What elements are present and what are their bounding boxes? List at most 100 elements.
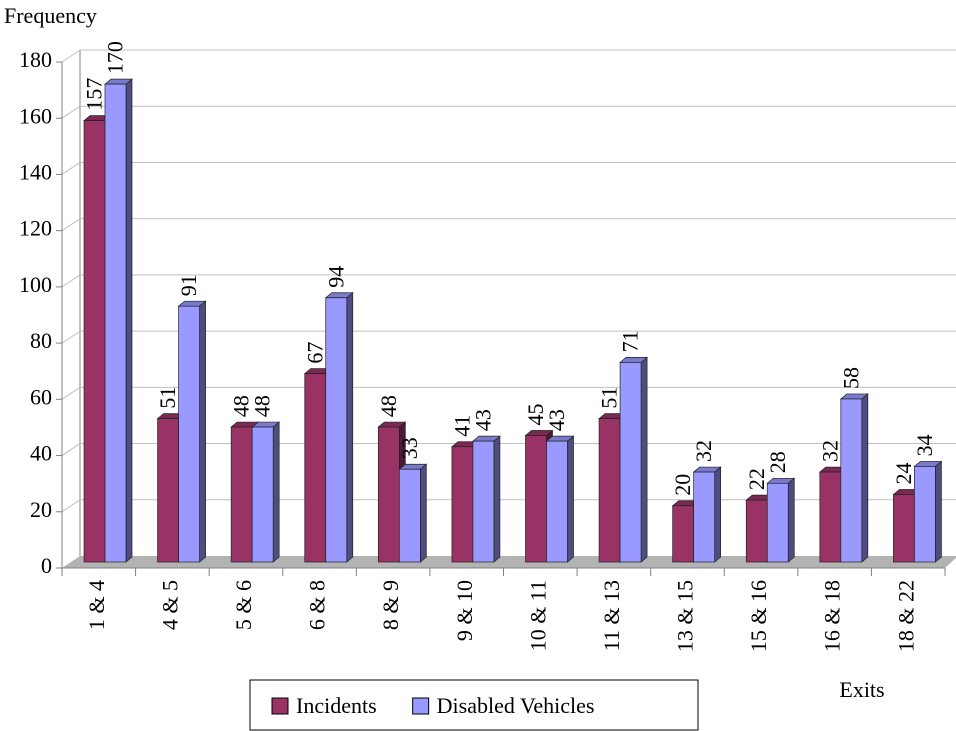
bar-front: [914, 466, 936, 563]
value-label: 28: [765, 451, 790, 473]
bar: [913, 460, 943, 563]
bar: [324, 292, 354, 563]
value-label: 32: [691, 440, 716, 462]
value-label: 51: [155, 387, 180, 409]
x-tick-label: 6 & 8: [305, 580, 330, 630]
bar-front: [619, 362, 642, 563]
bar: [104, 78, 133, 563]
value-label: 48: [376, 395, 401, 417]
grid-line-side: [61, 330, 81, 344]
y-tick-label: 180: [19, 47, 52, 72]
grid-line-side: [61, 386, 81, 400]
bar-front: [230, 426, 253, 563]
bar-side: [125, 78, 133, 563]
floor: [62, 556, 956, 568]
bar: [545, 435, 575, 563]
grid-line-side: [61, 499, 81, 513]
value-label: 94: [323, 266, 348, 288]
value-label: 48: [250, 395, 275, 417]
bar-front: [251, 426, 274, 563]
bar-side: [861, 393, 869, 563]
x-tick-label: 15 & 16: [746, 580, 771, 652]
bar-front: [819, 471, 842, 563]
x-tick-label: 1 & 4: [84, 580, 109, 630]
grid-line-side: [61, 105, 81, 119]
value-label: 51: [597, 387, 622, 409]
y-tick-label: 40: [30, 441, 52, 466]
grid-line-side: [61, 162, 81, 175]
bar-front: [525, 435, 547, 563]
bar: [839, 393, 869, 563]
value-label: 157: [82, 78, 107, 111]
y-tick-label: 80: [30, 328, 52, 353]
bar-front: [304, 373, 327, 563]
bar-front: [83, 120, 106, 563]
y-tick-label: 60: [30, 384, 52, 409]
bar-front: [104, 83, 127, 563]
x-tick-label: 5 & 6: [231, 580, 256, 630]
y-tick-label: 140: [19, 159, 52, 184]
value-label: 22: [744, 468, 769, 490]
bar-front: [766, 482, 789, 563]
value-label: 45: [523, 404, 548, 426]
bar: [251, 421, 281, 563]
bar: [398, 463, 428, 563]
y-tick-label: 100: [19, 272, 52, 297]
x-tick-label: 4 & 5: [157, 580, 182, 630]
value-label: 20: [670, 474, 695, 496]
bar-front: [325, 297, 348, 563]
value-label: 58: [838, 367, 863, 389]
value-label: 43: [470, 409, 495, 431]
y-tick-label: 160: [19, 103, 52, 128]
value-label: 33: [397, 437, 422, 459]
legend-label: Incidents: [296, 693, 377, 718]
bar-side: [640, 356, 648, 563]
value-label: 91: [176, 274, 201, 296]
value-label: 170: [103, 41, 128, 74]
bar-front: [178, 305, 200, 563]
value-label: 43: [544, 409, 569, 431]
x-tick-label: 11 & 13: [599, 580, 624, 651]
grid-line-side: [61, 274, 81, 288]
y-axis-title: Frequency: [4, 3, 97, 28]
value-label: 32: [817, 440, 842, 462]
bar-side: [346, 292, 354, 563]
bar: [471, 435, 501, 563]
bar-side: [935, 460, 942, 563]
y-tick-label: 20: [30, 497, 52, 522]
bar-front: [451, 446, 474, 563]
grid-line-side: [61, 443, 81, 456]
legend: [249, 679, 699, 731]
value-label: 48: [229, 395, 254, 417]
bar: [692, 466, 722, 563]
value-label: 24: [891, 463, 916, 485]
value-label: 71: [618, 330, 643, 352]
bar-side: [493, 435, 501, 563]
y-tick-label: 0: [41, 553, 52, 578]
bar-side: [272, 421, 280, 563]
bar: [177, 300, 207, 563]
bar-front: [157, 418, 179, 563]
bar-front: [672, 505, 695, 563]
bar-side: [419, 463, 427, 563]
bar-front: [840, 398, 863, 563]
bar: [619, 356, 649, 563]
value-label: 41: [449, 415, 474, 437]
bar-front: [398, 468, 421, 563]
bar-side: [199, 300, 206, 563]
bar-front: [472, 440, 495, 563]
bar: [766, 477, 796, 563]
value-label: 34: [912, 434, 937, 456]
bar-side: [787, 477, 795, 563]
y-tick-label: 120: [19, 216, 52, 241]
x-axis-title: Exits: [839, 677, 884, 702]
legend-swatch: [271, 697, 289, 715]
x-tick-label: 9 & 10: [452, 580, 477, 641]
x-tick-label: 18 & 22: [893, 580, 918, 652]
bar-side: [567, 435, 574, 563]
grid-line-side: [61, 49, 81, 63]
bar-front: [693, 471, 716, 563]
bar-side: [714, 466, 722, 563]
x-tick-label: 8 & 9: [378, 580, 403, 630]
